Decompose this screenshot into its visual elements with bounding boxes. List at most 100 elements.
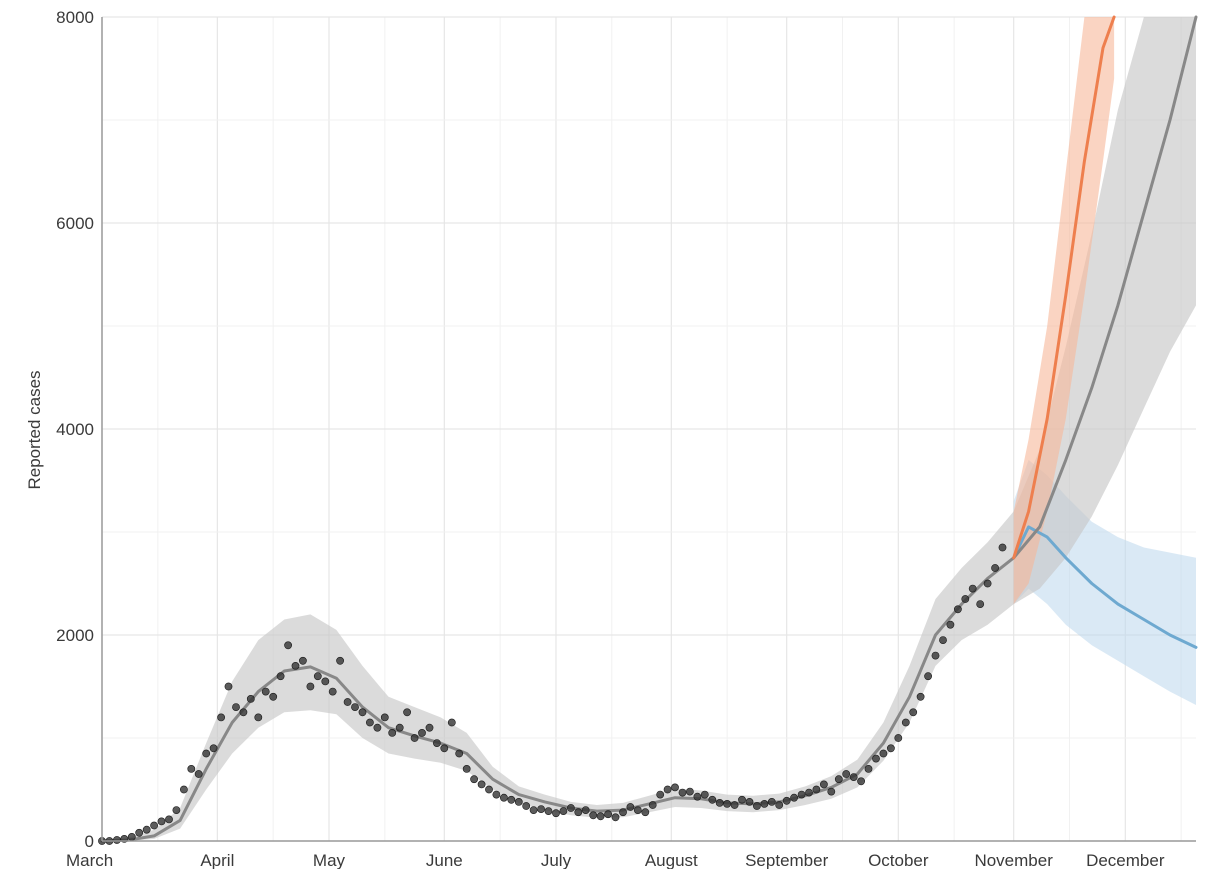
x-tick-label-5: August xyxy=(645,851,698,869)
data-point-4 xyxy=(127,833,136,841)
data-point-101 xyxy=(849,773,858,781)
data-point-39 xyxy=(388,729,397,737)
data-point-119 xyxy=(983,579,992,588)
data-point-48 xyxy=(455,749,464,758)
data-point-20 xyxy=(246,695,255,703)
line-scenario-low xyxy=(1012,525,1198,649)
data-point-102 xyxy=(857,777,865,786)
data-point-41 xyxy=(403,708,411,717)
data-point-22 xyxy=(261,687,270,696)
data-point-71 xyxy=(626,803,635,811)
data-point-76 xyxy=(663,785,672,794)
x-tick-label-0: March xyxy=(66,851,113,869)
data-point-24 xyxy=(276,672,285,681)
data-point-31 xyxy=(328,687,337,696)
data-point-10 xyxy=(172,806,181,814)
data-point-7 xyxy=(150,821,158,830)
data-point-79 xyxy=(686,787,694,796)
data-point-45 xyxy=(432,739,441,747)
y-axis-label: Reported cases xyxy=(25,370,44,489)
data-point-33 xyxy=(343,698,352,706)
data-point-21 xyxy=(254,713,263,722)
data-point-36 xyxy=(365,718,374,727)
line-scenario-high xyxy=(1012,15,1116,560)
data-point-94 xyxy=(797,790,806,799)
data-point-98 xyxy=(827,787,836,796)
data-point-83 xyxy=(715,799,724,807)
data-point-116 xyxy=(961,595,970,603)
data-point-61 xyxy=(552,809,560,818)
data-point-89 xyxy=(760,800,769,808)
data-point-44 xyxy=(425,723,434,732)
band-fit xyxy=(102,17,1196,841)
data-point-43 xyxy=(418,729,426,737)
data-point-2 xyxy=(113,836,121,844)
data-point-54 xyxy=(499,793,508,802)
data-point-53 xyxy=(492,790,501,799)
data-point-42 xyxy=(410,734,419,742)
data-point-115 xyxy=(954,605,962,614)
data-point-62 xyxy=(559,807,568,815)
y-tick-label-3: 6000 xyxy=(56,214,94,233)
data-point-108 xyxy=(901,718,910,727)
data-point-58 xyxy=(529,806,538,814)
data-point-82 xyxy=(708,795,717,804)
data-point-80 xyxy=(693,792,702,801)
data-point-26 xyxy=(291,662,300,670)
data-point-66 xyxy=(589,811,598,820)
data-point-84 xyxy=(723,800,731,808)
data-point-109 xyxy=(909,708,918,717)
data-point-118 xyxy=(976,600,985,608)
data-point-52 xyxy=(485,785,493,794)
data-point-15 xyxy=(209,744,218,753)
data-point-60 xyxy=(544,807,553,815)
data-point-68 xyxy=(604,810,612,819)
x-tick-label-6: September xyxy=(745,851,828,869)
data-point-81 xyxy=(700,790,709,799)
x-tick-label-9: December xyxy=(1086,851,1165,869)
data-point-27 xyxy=(298,656,307,665)
data-point-50 xyxy=(470,775,478,784)
data-point-34 xyxy=(351,703,359,711)
y-tick-label-2: 4000 xyxy=(56,420,94,439)
data-point-103 xyxy=(864,765,873,773)
data-point-90 xyxy=(767,798,776,806)
data-point-69 xyxy=(611,813,620,822)
data-point-105 xyxy=(879,749,888,758)
data-point-59 xyxy=(537,805,545,813)
data-point-112 xyxy=(931,651,940,660)
data-point-38 xyxy=(380,713,389,722)
data-point-56 xyxy=(514,798,523,806)
data-point-37 xyxy=(373,723,382,732)
data-point-85 xyxy=(730,801,739,809)
data-point-88 xyxy=(753,802,761,810)
data-point-11 xyxy=(179,785,188,794)
data-point-9 xyxy=(165,815,173,824)
data-point-72 xyxy=(633,806,642,814)
data-point-100 xyxy=(842,770,851,778)
data-point-86 xyxy=(738,795,746,804)
data-point-23 xyxy=(269,692,278,701)
observed-points xyxy=(98,543,1007,845)
data-point-57 xyxy=(522,802,531,810)
axes: Reported cases 0 2000 4000 6000 8000 March Apr… xyxy=(25,8,1196,870)
data-point-75 xyxy=(656,790,665,799)
y-tick-label-4: 8000 xyxy=(56,8,94,27)
data-point-77 xyxy=(671,783,679,792)
data-point-92 xyxy=(782,796,791,805)
data-point-51 xyxy=(477,780,486,789)
data-point-117 xyxy=(968,584,977,593)
x-tick-label-8: November xyxy=(974,851,1053,869)
data-point-107 xyxy=(894,734,903,742)
data-point-121 xyxy=(998,543,1007,552)
data-point-35 xyxy=(358,708,367,717)
data-point-32 xyxy=(336,656,344,665)
data-point-65 xyxy=(581,806,590,814)
x-tick-label-3: June xyxy=(426,851,463,869)
data-point-96 xyxy=(812,785,821,794)
data-point-104 xyxy=(872,754,880,763)
data-point-114 xyxy=(946,620,955,629)
